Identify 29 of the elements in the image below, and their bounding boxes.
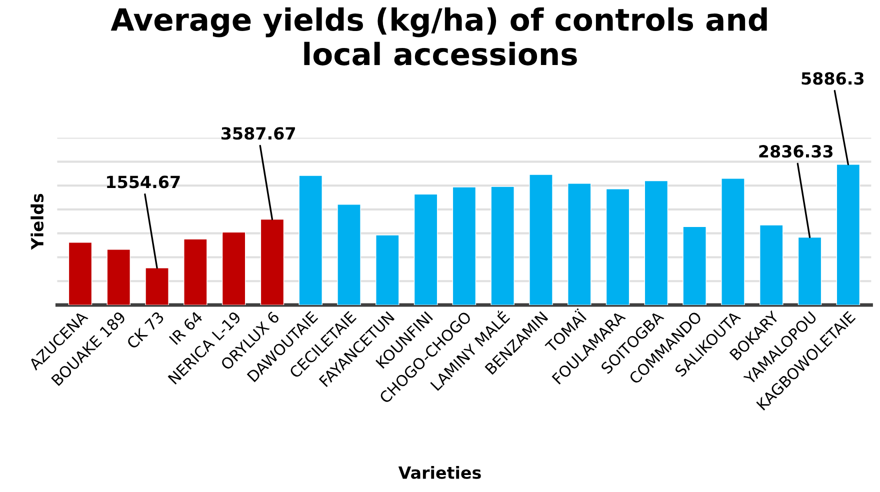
bar <box>414 194 438 306</box>
bar <box>606 188 630 306</box>
bar <box>721 178 745 306</box>
data-label: 1554.67 <box>107 176 180 188</box>
bar <box>298 175 322 306</box>
data-label: 3587.67 <box>221 127 295 140</box>
bar <box>184 238 208 306</box>
bar <box>644 180 668 306</box>
bar <box>222 232 246 306</box>
data-label: 2836.33 <box>759 145 833 158</box>
bar <box>836 164 860 306</box>
x-tick-label: CK 73 <box>126 310 165 350</box>
bar <box>260 218 284 306</box>
bar <box>682 226 706 306</box>
bar <box>798 236 822 306</box>
bar <box>106 249 131 306</box>
bar <box>145 268 169 306</box>
bar <box>68 242 92 306</box>
chart-title: Average yields (kg/ha) of controls and local accessions <box>110 7 767 66</box>
x-axis-title: Varieties <box>398 466 481 479</box>
bar <box>337 204 361 306</box>
bar <box>529 174 553 306</box>
bar <box>568 183 592 306</box>
bar <box>760 224 784 306</box>
data-label: 5886.3 <box>802 72 864 85</box>
bar <box>376 234 400 306</box>
bar <box>490 186 514 306</box>
bar <box>452 186 476 306</box>
y-axis-title: Yields <box>30 194 44 250</box>
